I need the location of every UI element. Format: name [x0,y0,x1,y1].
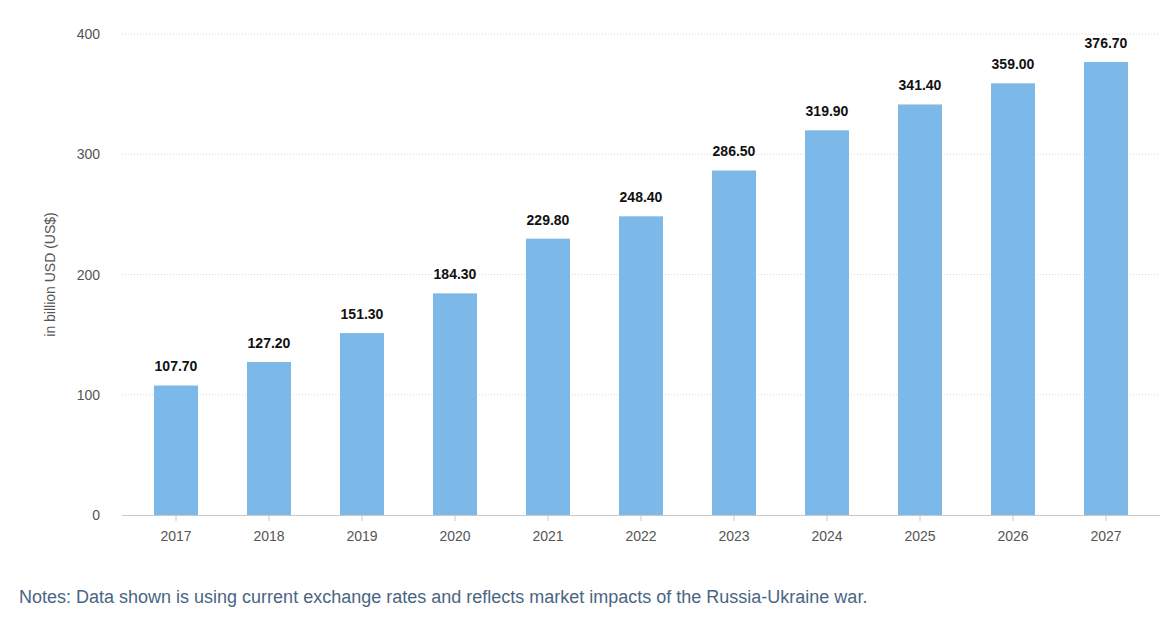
data-label: 151.30 [341,306,384,322]
x-tick-label: 2023 [718,528,749,544]
x-tick-label: 2024 [811,528,842,544]
x-tick-label: 2027 [1090,528,1121,544]
bar [619,216,663,515]
x-tick [920,515,921,521]
y-axis-title: in billion USD (US$) [42,212,58,336]
x-tick [827,515,828,521]
x-tick-label: 2022 [625,528,656,544]
note: Notes: Data shown is using current excha… [19,587,867,607]
bar [712,170,756,515]
data-label: 229.80 [527,212,570,228]
x-tick-label: 2019 [346,528,377,544]
x-tick-label: 2020 [439,528,470,544]
y-tick-label: 0 [92,507,100,523]
x-tick [1106,515,1107,521]
data-label: 359.00 [992,56,1035,72]
bars [154,62,1128,515]
bar [247,362,291,515]
data-label: 319.90 [806,103,849,119]
bar [1084,62,1128,515]
x-tick [1013,515,1014,521]
x-tick-label: 2026 [997,528,1028,544]
x-tick [176,515,177,521]
x-tick [734,515,735,521]
bar [805,130,849,515]
bar [433,293,477,515]
chart: 0 100 200 300 400 in billion USD (US$) 2017 201… [0,0,1168,617]
x-tick-label: 2025 [904,528,935,544]
x-tick [455,515,456,521]
data-label: 248.40 [620,189,663,205]
x-tick-label: 2021 [532,528,563,544]
data-label: 107.70 [155,358,198,374]
bar [340,333,384,515]
bar [991,83,1035,515]
x-tick-label: 2018 [253,528,284,544]
data-label: 376.70 [1085,35,1128,51]
data-label: 184.30 [434,266,477,282]
y-tick-label: 300 [77,146,101,162]
data-label: 341.40 [899,77,942,93]
y-tick-label: 400 [77,26,101,42]
bar [526,239,570,515]
bar [154,385,198,515]
x-tick [269,515,270,521]
x-tick-label: 2017 [160,528,191,544]
data-label: 127.20 [248,335,291,351]
grid-line [122,34,1160,35]
y-tick-label: 100 [77,387,101,403]
x-tick [362,515,363,521]
bar [898,104,942,515]
y-tick-label: 200 [77,267,101,283]
chart-root: 0 100 200 300 400 in billion USD (US$) 2017 201… [0,0,1168,617]
data-label: 286.50 [713,143,756,159]
x-tick [548,515,549,521]
x-tick [641,515,642,521]
